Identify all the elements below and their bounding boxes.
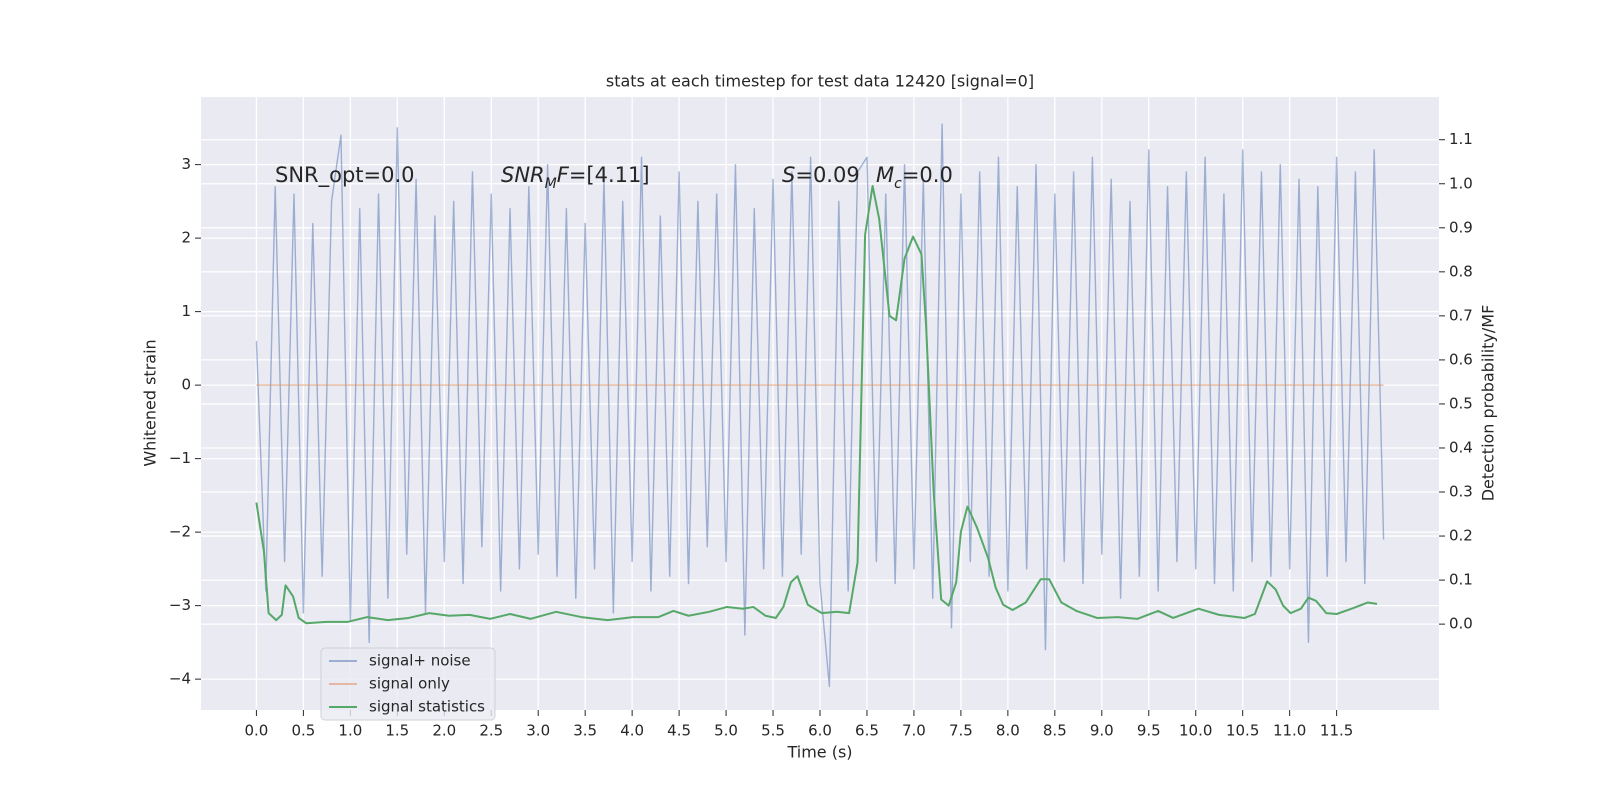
x-tick-label: 1.0 [338,722,362,740]
x-tick-label: 0.0 [244,722,268,740]
x-tick-label: 4.5 [667,722,691,740]
y-tick-label: 1 [181,302,191,320]
y2-tick-label: 0.6 [1449,350,1473,368]
y2-tick-label: 1.1 [1449,130,1473,148]
y-tick-label: −1 [169,449,191,467]
annotation-part: =0.0 [902,163,953,187]
annotation-part: S [782,163,795,187]
y2-tick-label: 0.8 [1449,262,1473,280]
y2-tick-label: 0.0 [1449,615,1473,633]
x-tick-label: 4.0 [620,722,644,740]
y2-axis-label: Detection probability/MF [1479,305,1498,502]
annotation: SNR_opt=0.0 [275,163,415,188]
x-tick-label: 11.5 [1320,722,1353,740]
y-tick-label: 3 [181,155,191,173]
y2-tick-label: 0.3 [1449,483,1473,501]
y-tick-label: −4 [169,670,191,688]
y2-tick-label: 0.9 [1449,218,1473,236]
x-tick-label: 0.5 [291,722,315,740]
legend: signal+ noise signal only signal statistic… [320,647,496,721]
annotation-part: SNR_opt=0.0 [275,163,415,188]
legend-label: signal+ noise [369,652,471,670]
annotation-part: =0.09 [795,163,859,187]
x-tick-label: 8.5 [1043,722,1067,740]
y2-tick-label: 1.0 [1449,174,1473,192]
x-tick-label: 7.5 [949,722,973,740]
x-tick-label: 11.0 [1273,722,1306,740]
x-tick-label: 10.0 [1179,722,1212,740]
annotation-part: c [894,176,902,192]
x-tick-label: 9.5 [1137,722,1161,740]
annotation-part: M [876,163,894,187]
x-tick-label: 7.0 [902,722,926,740]
x-tick-label: 6.5 [855,722,879,740]
legend-label: signal statistics [369,698,485,716]
x-tick-label: 5.5 [761,722,785,740]
annotation-part: M [545,176,557,192]
y-tick-label: 0 [181,376,191,394]
annotation: SNRMF=[4.11] [501,163,650,192]
annotation-part: F=[4.11] [557,163,650,187]
y2-tick-label: 0.7 [1449,306,1473,324]
x-tick-label: 3.0 [526,722,550,740]
x-tick-label: 3.5 [573,722,597,740]
y-tick-label: 2 [181,229,191,247]
x-tick-label: 8.0 [996,722,1020,740]
x-axis-label: Time (s) [786,743,852,762]
y2-tick-label: 0.1 [1449,571,1473,589]
y-axis-label: Whitened strain [141,339,160,466]
annotation: S=0.09 [782,163,860,187]
x-tick-label: 10.5 [1226,722,1259,740]
x-tick-label: 1.5 [385,722,409,740]
x-tick-label: 2.0 [432,722,456,740]
series-line [255,123,1385,688]
legend-box [320,647,496,721]
y-tick-label: −2 [169,523,191,541]
legend-label: signal only [369,675,450,693]
x-tick-label: 2.5 [479,722,503,740]
annotation: Mc=0.0 [876,163,953,192]
x-tick-label: 6.0 [808,722,832,740]
series-line [255,184,1378,625]
y2-tick-label: 0.5 [1449,394,1473,412]
annotation-part: SNR [501,163,545,187]
chart-title: stats at each timestep for test data 124… [606,72,1034,91]
x-tick-label: 9.0 [1090,722,1114,740]
y2-tick-label: 0.4 [1449,438,1473,456]
y2-tick-label: 0.2 [1449,527,1473,545]
y-tick-label: −3 [169,596,191,614]
x-tick-label: 5.0 [714,722,738,740]
